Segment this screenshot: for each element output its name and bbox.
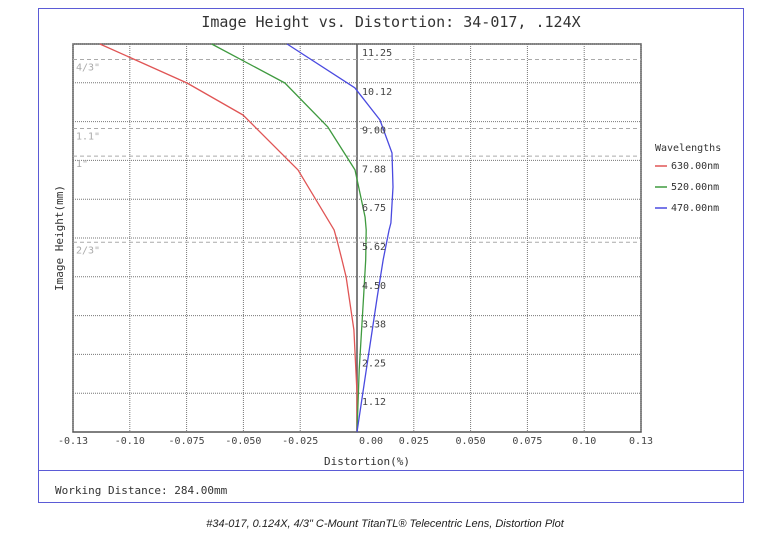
y-tick-label: 6.75 xyxy=(362,203,386,214)
y-tick-label: 1.12 xyxy=(362,397,386,408)
sensor-label: 1.1" xyxy=(76,131,100,142)
x-tick-label: 0.075 xyxy=(512,436,542,447)
legend-title: Wavelengths xyxy=(655,143,721,154)
y-tick-label: 2.25 xyxy=(362,358,386,369)
sensor-label: 4/3" xyxy=(76,63,100,74)
y-tick-label: 7.88 xyxy=(362,164,386,175)
x-tick-label: 0.13 xyxy=(629,436,653,447)
sensor-label: 2/3" xyxy=(76,245,100,256)
x-tick-label: -0.075 xyxy=(169,436,205,447)
frame-divider xyxy=(38,470,744,471)
y-tick-label: 3.38 xyxy=(362,320,386,331)
sensor-label: 1" xyxy=(76,159,88,170)
y-axis-label: Image Height(mm) xyxy=(53,185,66,291)
legend-label: 520.00nm xyxy=(671,182,719,193)
series-line-520.00nm xyxy=(211,43,367,433)
figure-caption: #34-017, 0.124X, 4/3" C-Mount TitanTL® T… xyxy=(206,518,564,530)
y-tick-label: 4.50 xyxy=(362,281,386,292)
series-line-630.00nm xyxy=(99,43,358,432)
y-tick-label: 5.62 xyxy=(362,242,386,253)
y-tick-label: 10.12 xyxy=(362,87,392,98)
legend-label: 630.00nm xyxy=(671,161,719,172)
working-distance: Working Distance: 284.00mm xyxy=(55,484,228,497)
x-tick-label: -0.13 xyxy=(58,436,88,447)
chart-title: Image Height vs. Distortion: 34-017, .12… xyxy=(201,13,580,31)
x-tick-label: 0.050 xyxy=(456,436,486,447)
series-line-470.00nm xyxy=(286,43,394,433)
x-axis-label: Distortion(%) xyxy=(324,455,410,468)
y-tick-label: 9.00 xyxy=(362,126,386,137)
x-tick-label: 0.00 xyxy=(359,436,383,447)
x-tick-label: -0.050 xyxy=(225,436,261,447)
x-tick-label: -0.10 xyxy=(115,436,145,447)
x-tick-label: 0.10 xyxy=(572,436,596,447)
legend-label: 470.00nm xyxy=(671,203,719,214)
x-tick-label: -0.025 xyxy=(282,436,318,447)
y-tick-label: 11.25 xyxy=(362,48,392,59)
x-tick-label: 0.025 xyxy=(399,436,429,447)
